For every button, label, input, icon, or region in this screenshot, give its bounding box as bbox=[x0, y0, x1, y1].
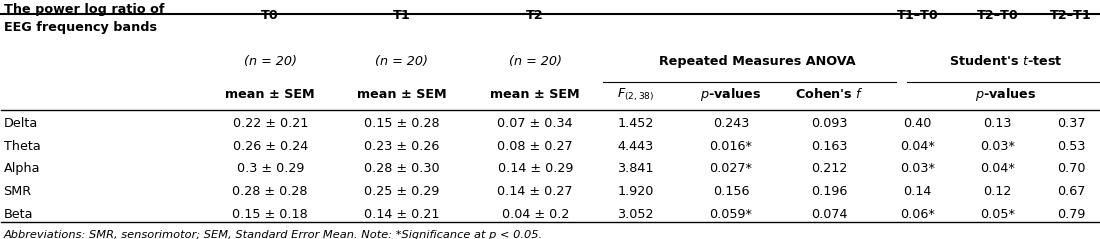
Text: SMR: SMR bbox=[3, 185, 32, 198]
Text: 0.79: 0.79 bbox=[1057, 208, 1086, 221]
Text: 0.53: 0.53 bbox=[1057, 140, 1086, 152]
Text: (n = 20): (n = 20) bbox=[244, 55, 297, 68]
Text: 0.14: 0.14 bbox=[903, 185, 932, 198]
Text: Repeated Measures ANOVA: Repeated Measures ANOVA bbox=[659, 55, 856, 68]
Text: 0.016*: 0.016* bbox=[710, 140, 752, 152]
Text: mean ± SEM: mean ± SEM bbox=[491, 88, 580, 101]
Text: 0.25 ± 0.29: 0.25 ± 0.29 bbox=[364, 185, 440, 198]
Text: 0.243: 0.243 bbox=[713, 117, 749, 130]
Text: T2–T0: T2–T0 bbox=[977, 10, 1019, 22]
Text: Theta: Theta bbox=[3, 140, 41, 152]
Text: 0.059*: 0.059* bbox=[710, 208, 752, 221]
Text: 0.15 ± 0.28: 0.15 ± 0.28 bbox=[364, 117, 440, 130]
Text: 0.03*: 0.03* bbox=[900, 162, 935, 175]
Text: 0.03*: 0.03* bbox=[980, 140, 1015, 152]
Text: 0.14 ± 0.21: 0.14 ± 0.21 bbox=[364, 208, 440, 221]
Text: 0.08 ± 0.27: 0.08 ± 0.27 bbox=[497, 140, 573, 152]
Text: 0.14 ± 0.27: 0.14 ± 0.27 bbox=[497, 185, 573, 198]
Text: 0.12: 0.12 bbox=[983, 185, 1012, 198]
Text: mean ± SEM: mean ± SEM bbox=[358, 88, 447, 101]
Text: Abbreviations: SMR, sensorimotor; SEM, Standard Error Mean. Note: *Significance : Abbreviations: SMR, sensorimotor; SEM, S… bbox=[3, 230, 542, 239]
Text: T0: T0 bbox=[262, 10, 279, 22]
Text: 0.074: 0.074 bbox=[812, 208, 848, 221]
Text: 0.07 ± 0.34: 0.07 ± 0.34 bbox=[497, 117, 573, 130]
Text: 0.37: 0.37 bbox=[1057, 117, 1086, 130]
Text: 0.15 ± 0.18: 0.15 ± 0.18 bbox=[232, 208, 308, 221]
Text: 0.67: 0.67 bbox=[1057, 185, 1086, 198]
Text: Delta: Delta bbox=[3, 117, 37, 130]
Text: 0.05*: 0.05* bbox=[980, 208, 1015, 221]
Text: 0.04 ± 0.2: 0.04 ± 0.2 bbox=[502, 208, 569, 221]
Text: 0.14 ± 0.29: 0.14 ± 0.29 bbox=[497, 162, 573, 175]
Text: T2–T1: T2–T1 bbox=[1050, 10, 1092, 22]
Text: (n = 20): (n = 20) bbox=[375, 55, 428, 68]
Text: mean ± SEM: mean ± SEM bbox=[226, 88, 315, 101]
Text: 0.28 ± 0.30: 0.28 ± 0.30 bbox=[364, 162, 440, 175]
Text: 0.156: 0.156 bbox=[713, 185, 749, 198]
Text: 0.3 ± 0.29: 0.3 ± 0.29 bbox=[236, 162, 304, 175]
Text: 0.28 ± 0.28: 0.28 ± 0.28 bbox=[232, 185, 308, 198]
Text: 1.452: 1.452 bbox=[617, 117, 653, 130]
Text: 1.920: 1.920 bbox=[617, 185, 653, 198]
Text: 0.13: 0.13 bbox=[983, 117, 1012, 130]
Text: 0.04*: 0.04* bbox=[980, 162, 1015, 175]
Text: 0.04*: 0.04* bbox=[900, 140, 935, 152]
Text: 0.23 ± 0.26: 0.23 ± 0.26 bbox=[364, 140, 440, 152]
Text: $\mathit{F}_{(2,38)}$: $\mathit{F}_{(2,38)}$ bbox=[617, 86, 654, 103]
Text: $\mathit{p}$-values: $\mathit{p}$-values bbox=[701, 86, 761, 103]
Text: Cohen's $\mathit{f}$: Cohen's $\mathit{f}$ bbox=[795, 87, 865, 101]
Text: $\mathit{p}$-values: $\mathit{p}$-values bbox=[975, 86, 1036, 103]
Text: Student's $\mathit{t}$-test: Student's $\mathit{t}$-test bbox=[948, 54, 1063, 68]
Text: The power log ratio of
EEG frequency bands: The power log ratio of EEG frequency ban… bbox=[3, 3, 164, 33]
Text: Alpha: Alpha bbox=[3, 162, 40, 175]
Text: 0.163: 0.163 bbox=[812, 140, 848, 152]
Text: 0.093: 0.093 bbox=[812, 117, 848, 130]
Text: 0.027*: 0.027* bbox=[710, 162, 752, 175]
Text: 0.40: 0.40 bbox=[903, 117, 932, 130]
Text: 0.70: 0.70 bbox=[1057, 162, 1086, 175]
Text: 3.841: 3.841 bbox=[617, 162, 653, 175]
Text: Beta: Beta bbox=[3, 208, 33, 221]
Text: 0.196: 0.196 bbox=[812, 185, 848, 198]
Text: T1: T1 bbox=[393, 10, 410, 22]
Text: (n = 20): (n = 20) bbox=[508, 55, 562, 68]
Text: 0.06*: 0.06* bbox=[900, 208, 935, 221]
Text: 4.443: 4.443 bbox=[617, 140, 653, 152]
Text: 0.26 ± 0.24: 0.26 ± 0.24 bbox=[232, 140, 308, 152]
Text: 3.052: 3.052 bbox=[617, 208, 653, 221]
Text: 0.212: 0.212 bbox=[812, 162, 848, 175]
Text: 0.22 ± 0.21: 0.22 ± 0.21 bbox=[232, 117, 308, 130]
Text: T1–T0: T1–T0 bbox=[896, 10, 938, 22]
Text: T2: T2 bbox=[526, 10, 544, 22]
